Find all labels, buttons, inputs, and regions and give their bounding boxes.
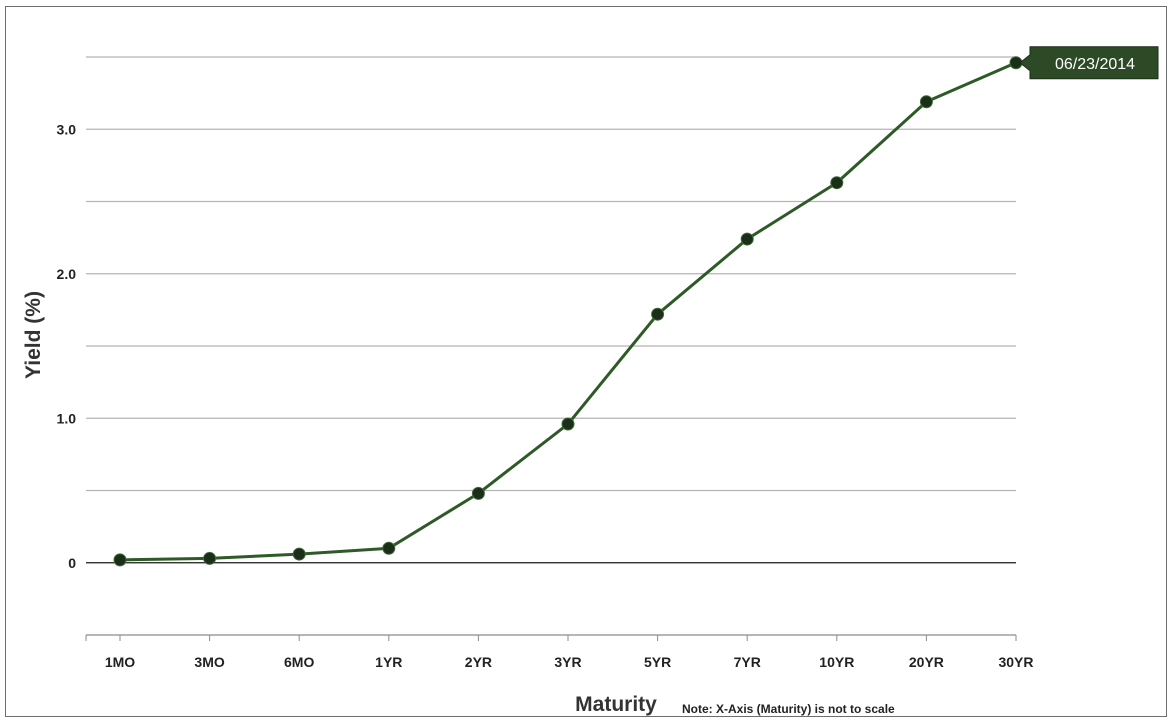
x-tick-label: 2YR — [465, 654, 492, 670]
x-tick-label: 1MO — [105, 654, 135, 670]
x-axis-ticks: 1MO 3MO 6MO 1YR 2YR 3YR 5YR 7YR 10YR 20YR 30YR — [85, 635, 1034, 670]
series-date-tag: 06/23/2014 — [1019, 46, 1159, 80]
x-tick-label: 7YR — [734, 654, 761, 670]
data-point — [651, 307, 665, 321]
series-line — [119, 61, 1017, 562]
data-point — [830, 176, 844, 190]
data-point — [292, 547, 306, 561]
data-point — [561, 417, 575, 431]
data-point — [382, 541, 396, 555]
y-tick-label: 0 — [68, 555, 76, 571]
series-tag-shape — [1019, 46, 1159, 80]
y-axis-ticks: 0 1.0 2.0 3.0 — [57, 121, 77, 571]
x-tick-label: 20YR — [909, 654, 944, 670]
data-point — [203, 551, 217, 565]
x-tick-label: 3YR — [554, 654, 581, 670]
x-axis-title: Maturity — [575, 693, 657, 716]
chart-frame — [5, 6, 1167, 717]
x-tick-label: 1YR — [375, 654, 402, 670]
data-point — [919, 95, 933, 109]
data-point — [740, 232, 754, 246]
x-tick-label: 30YR — [998, 654, 1033, 670]
series-tag-label: 06/23/2014 — [1055, 56, 1135, 73]
x-tick-label: 10YR — [819, 654, 854, 670]
data-point — [471, 486, 485, 500]
x-axis-note: Note: X-Axis (Maturity) is not to scale — [682, 702, 895, 716]
y-axis-title: Yield (%) — [22, 291, 45, 379]
x-tick-label: 3MO — [194, 654, 224, 670]
x-tick-label: 5YR — [644, 654, 671, 670]
series-layer — [113, 56, 1023, 567]
y-tick-label: 2.0 — [57, 266, 77, 282]
x-tick-label: 6MO — [284, 654, 314, 670]
y-tick-label: 1.0 — [57, 410, 77, 426]
y-tick-label: 3.0 — [57, 121, 77, 137]
gridlines — [86, 56, 1016, 636]
data-point — [113, 553, 127, 567]
